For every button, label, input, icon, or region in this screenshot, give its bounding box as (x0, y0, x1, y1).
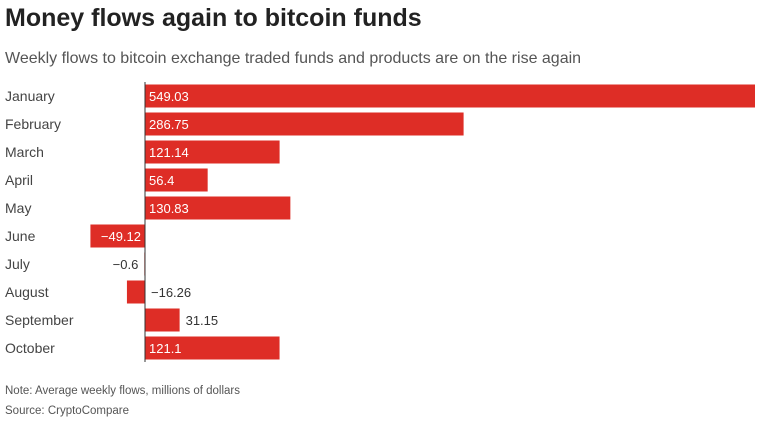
category-label: May (5, 200, 31, 216)
value-label: 130.83 (149, 201, 189, 216)
value-label: 56.4 (149, 173, 174, 188)
value-label: 121.14 (149, 145, 189, 160)
value-label: 121.1 (149, 341, 182, 356)
value-label: −16.26 (151, 285, 191, 300)
bar (145, 196, 291, 220)
value-label: −0.6 (113, 257, 139, 272)
chart-source: Source: CryptoCompare (5, 405, 129, 417)
chart-subtitle: Weekly flows to bitcoin exchange traded … (5, 50, 582, 67)
bar (126, 280, 145, 304)
category-label: March (5, 144, 44, 160)
category-label: April (5, 172, 33, 188)
category-label: August (5, 284, 49, 300)
category-label: January (5, 88, 55, 104)
bar (145, 84, 755, 108)
category-label: September (5, 312, 74, 328)
chart-title: Money flows again to bitcoin funds (5, 4, 422, 32)
value-label: 549.03 (149, 89, 189, 104)
category-label: June (5, 228, 36, 244)
bar (145, 308, 180, 332)
value-label: 31.15 (186, 313, 219, 328)
value-label: 286.75 (149, 117, 189, 132)
category-label: October (5, 340, 55, 356)
bar (90, 224, 145, 248)
bar (145, 112, 464, 136)
category-label: July (5, 256, 30, 272)
bar (145, 168, 208, 192)
value-label: −49.12 (101, 229, 141, 244)
bar (145, 336, 280, 360)
category-label: February (5, 116, 61, 132)
chart-note: Note: Average weekly flows, millions of … (5, 385, 241, 397)
bar (145, 140, 280, 164)
